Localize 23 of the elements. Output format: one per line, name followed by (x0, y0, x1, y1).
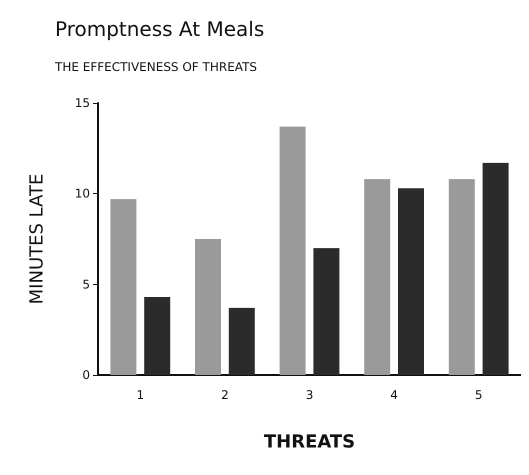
x-tick-label: 3 (306, 388, 314, 402)
chart-subtitle: THE EFFECTIVENESS OF THREATS (54, 60, 258, 74)
x-tick-label: 5 (474, 388, 483, 402)
bar (482, 162, 509, 375)
y-tick-label: 10 (74, 186, 90, 201)
x-tick-label: 4 (390, 388, 398, 402)
x-axis-title: THREATS (264, 432, 356, 452)
bar (364, 179, 390, 375)
bar (448, 179, 475, 375)
bar (144, 297, 170, 375)
y-tick-label: 0 (82, 368, 90, 382)
chart-title: Promptness At Meals (55, 17, 264, 41)
y-tick-label: 5 (82, 277, 90, 292)
y-tick-label: 15 (74, 96, 90, 110)
bar (228, 308, 255, 375)
bar (313, 248, 340, 375)
bar (195, 239, 221, 375)
bar (398, 188, 424, 375)
x-tick-label: 1 (136, 388, 144, 402)
y-axis-title: MINUTES LATE (26, 174, 48, 304)
x-tick-label: 2 (221, 388, 229, 402)
bar (280, 126, 306, 375)
bar (110, 199, 136, 375)
